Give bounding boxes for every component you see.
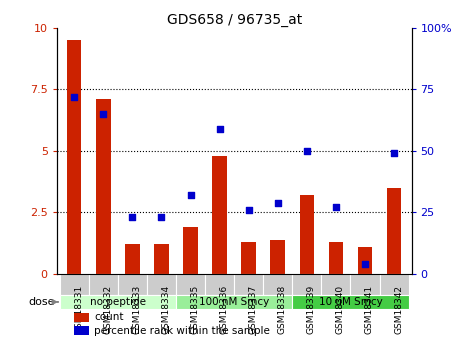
Bar <box>271 239 285 274</box>
Text: GSM18333: GSM18333 <box>132 285 141 334</box>
Text: GSM18341: GSM18341 <box>365 285 374 334</box>
Bar <box>212 156 227 274</box>
Bar <box>329 242 343 274</box>
Text: dose: dose <box>29 297 55 307</box>
Text: GSM18334: GSM18334 <box>161 285 170 334</box>
FancyBboxPatch shape <box>321 274 350 295</box>
Text: GSM18336: GSM18336 <box>219 285 228 334</box>
FancyBboxPatch shape <box>292 295 409 308</box>
Point <box>158 215 165 220</box>
Bar <box>96 99 111 274</box>
Point <box>216 126 223 131</box>
FancyBboxPatch shape <box>176 295 292 308</box>
FancyBboxPatch shape <box>176 274 205 295</box>
FancyBboxPatch shape <box>379 274 409 295</box>
Bar <box>74 313 88 322</box>
Bar <box>241 242 256 274</box>
FancyBboxPatch shape <box>60 295 176 308</box>
Bar <box>67 40 81 274</box>
FancyBboxPatch shape <box>350 274 379 295</box>
Point <box>99 111 107 117</box>
Text: GSM18331: GSM18331 <box>74 285 83 334</box>
Text: GSM18338: GSM18338 <box>278 285 287 334</box>
FancyBboxPatch shape <box>205 274 234 295</box>
Point <box>187 193 194 198</box>
FancyBboxPatch shape <box>60 274 89 295</box>
Point <box>245 207 253 213</box>
Text: no peptide: no peptide <box>90 297 146 307</box>
Point <box>129 215 136 220</box>
Bar <box>183 227 198 274</box>
FancyBboxPatch shape <box>147 274 176 295</box>
Text: GSM18340: GSM18340 <box>336 285 345 334</box>
Bar <box>387 188 401 274</box>
FancyBboxPatch shape <box>263 274 292 295</box>
Bar <box>125 245 140 274</box>
Point <box>70 94 78 99</box>
Bar <box>154 245 169 274</box>
Text: GSM18339: GSM18339 <box>307 285 316 334</box>
Text: 100 nM Smcy: 100 nM Smcy <box>199 297 269 307</box>
Point <box>390 150 398 156</box>
Text: GSM18335: GSM18335 <box>191 285 200 334</box>
Text: GSM18342: GSM18342 <box>394 285 403 334</box>
Bar <box>299 195 314 274</box>
Text: count: count <box>94 313 123 322</box>
FancyBboxPatch shape <box>292 274 321 295</box>
Bar <box>358 247 372 274</box>
FancyBboxPatch shape <box>89 274 118 295</box>
FancyBboxPatch shape <box>234 274 263 295</box>
Text: percentile rank within the sample: percentile rank within the sample <box>94 326 270 336</box>
Point <box>303 148 311 154</box>
Bar <box>74 326 88 335</box>
Point <box>274 200 281 205</box>
Text: GSM18337: GSM18337 <box>249 285 258 334</box>
Text: 10 uM Smcy: 10 uM Smcy <box>319 297 382 307</box>
Text: GSM18332: GSM18332 <box>103 285 112 334</box>
FancyBboxPatch shape <box>118 274 147 295</box>
Point <box>332 205 340 210</box>
Point <box>361 262 369 267</box>
Title: GDS658 / 96735_at: GDS658 / 96735_at <box>166 12 302 27</box>
